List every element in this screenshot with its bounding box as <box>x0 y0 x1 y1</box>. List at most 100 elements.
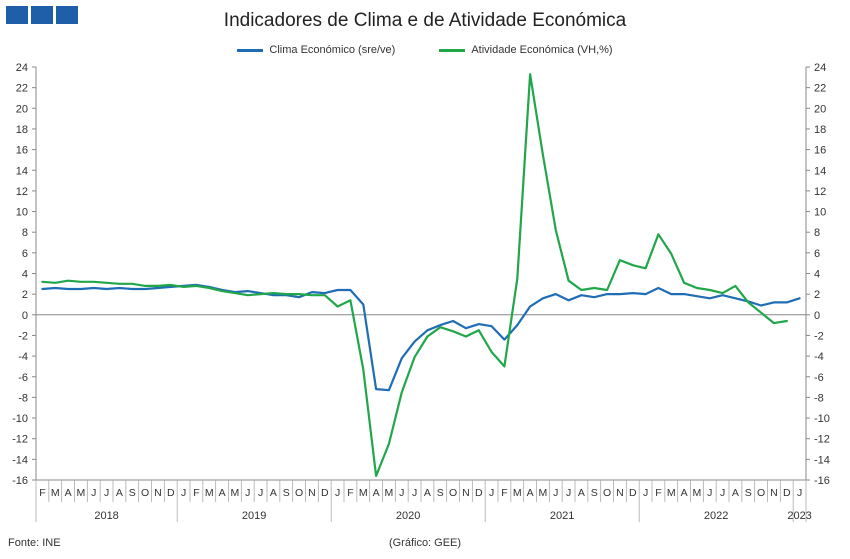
y-tick-label-left: 22 <box>16 83 28 95</box>
y-tick-label-left: -14 <box>12 454 28 466</box>
month-label: F <box>501 487 507 499</box>
y-tick-label-right: 6 <box>814 248 820 260</box>
series-line-clima-economico <box>41 283 801 392</box>
y-tick-label-right: 24 <box>814 62 826 74</box>
y-tick-label-right: 22 <box>814 83 826 95</box>
month-label: D <box>629 487 637 499</box>
y-tick-label-right: 0 <box>814 310 820 322</box>
month-label: M <box>359 487 368 499</box>
y-tick-label-left: 14 <box>16 165 28 177</box>
y-tick-label-left: 2 <box>22 289 28 301</box>
month-label: F <box>347 487 353 499</box>
month-label: F <box>193 487 199 499</box>
month-label: D <box>321 487 329 499</box>
month-label: J <box>335 487 340 499</box>
month-label: S <box>591 487 598 499</box>
y-tick-label-left: -16 <box>12 475 28 487</box>
month-label: M <box>667 487 676 499</box>
month-label: N <box>154 487 162 499</box>
month-label: S <box>283 487 290 499</box>
month-label: N <box>462 487 470 499</box>
month-label: J <box>91 487 96 499</box>
y-tick-label-left: 10 <box>16 207 28 219</box>
month-label: O <box>603 487 611 499</box>
month-label: J <box>104 487 109 499</box>
month-label: A <box>116 487 123 499</box>
month-label: A <box>732 487 739 499</box>
month-label: J <box>399 487 404 499</box>
month-label: O <box>449 487 457 499</box>
y-tick-label-left: 8 <box>22 227 28 239</box>
logo-block <box>6 6 28 24</box>
y-tick-label-right: -16 <box>814 475 830 487</box>
month-label: J <box>489 487 494 499</box>
year-label: 2020 <box>396 510 420 522</box>
month-label: O <box>295 487 303 499</box>
y-tick-label-right: 20 <box>814 103 826 115</box>
y-tick-label-left: 20 <box>16 103 28 115</box>
y-tick-label-right: 12 <box>814 186 826 198</box>
month-label: A <box>527 487 534 499</box>
y-tick-label-left: -10 <box>12 413 28 425</box>
month-label: M <box>385 487 394 499</box>
y-tick-label-right: 8 <box>814 227 820 239</box>
y-tick-label-left: 16 <box>16 145 28 157</box>
y-tick-label-left: 4 <box>22 269 28 281</box>
y-tick-label-right: 16 <box>814 145 826 157</box>
year-label: 2023 <box>787 510 811 522</box>
month-label: J <box>258 487 263 499</box>
month-label: A <box>681 487 688 499</box>
y-tick-label-left: -12 <box>12 434 28 446</box>
month-label: M <box>77 487 86 499</box>
y-tick-label-left: 6 <box>22 248 28 260</box>
y-tick-label-right: -8 <box>814 392 824 404</box>
month-label: J <box>720 487 725 499</box>
month-label: M <box>51 487 60 499</box>
chart-title: Indicadores de Clima e de Atividade Econ… <box>223 10 627 31</box>
month-label: M <box>513 487 522 499</box>
y-tick-label-left: -4 <box>18 351 28 363</box>
month-label: A <box>373 487 380 499</box>
month-label: J <box>412 487 417 499</box>
month-label: A <box>219 487 226 499</box>
month-label: J <box>707 487 712 499</box>
month-label: M <box>205 487 214 499</box>
y-tick-label-right: 10 <box>814 207 826 219</box>
y-tick-label-left: 12 <box>16 186 28 198</box>
month-label: O <box>141 487 149 499</box>
month-label: J <box>797 487 802 499</box>
y-tick-label-right: -2 <box>814 330 824 342</box>
y-tick-label-left: 24 <box>16 62 28 74</box>
year-label: 2018 <box>94 510 118 522</box>
month-label: M <box>231 487 240 499</box>
legend-swatch-clima <box>237 48 264 52</box>
month-label: A <box>65 487 72 499</box>
legend-label-atividade: Atividade Económica (VH,%) <box>471 44 613 56</box>
y-tick-label-right: -12 <box>814 434 830 446</box>
legend-swatch-atividade <box>439 48 466 52</box>
month-label: J <box>643 487 648 499</box>
month-label: D <box>475 487 483 499</box>
month-label: J <box>245 487 250 499</box>
month-label: A <box>578 487 585 499</box>
y-tick-label-right: 14 <box>814 165 826 177</box>
month-label: M <box>539 487 548 499</box>
y-tick-label-left: 0 <box>22 310 28 322</box>
month-label: S <box>745 487 752 499</box>
month-label: J <box>566 487 571 499</box>
y-tick-label-right: -6 <box>814 372 824 384</box>
legend-item-clima: Clima Económico (sre/ve) <box>237 44 395 56</box>
y-tick-label-right: -4 <box>814 351 824 363</box>
credit-note: (Gráfico: GEE) <box>388 537 462 549</box>
y-tick-label-right: 4 <box>814 269 820 281</box>
year-label: 2019 <box>242 510 266 522</box>
y-tick-label-left: -8 <box>18 392 28 404</box>
month-label: N <box>770 487 778 499</box>
logo-block <box>56 6 78 24</box>
logo-block <box>31 6 53 24</box>
month-label: F <box>39 487 45 499</box>
month-label: N <box>308 487 316 499</box>
month-label: A <box>270 487 277 499</box>
legend-item-atividade: Atividade Económica (VH,%) <box>439 44 613 56</box>
